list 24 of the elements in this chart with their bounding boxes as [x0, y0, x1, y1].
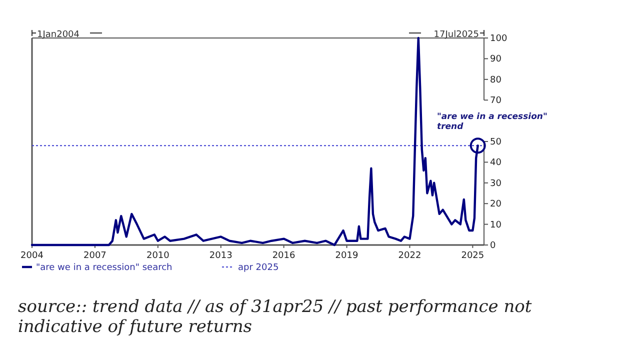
x-tick-label: 2007: [84, 251, 106, 261]
x-tick-label: 2004: [20, 251, 44, 261]
y-tick-label: 50: [490, 138, 502, 148]
x-tick-label: 2016: [272, 251, 296, 261]
y-tick-label: 100: [490, 34, 508, 44]
annotation: 17Jul2025: [434, 30, 479, 40]
annotation: "are we in a recession" trend: [437, 112, 548, 132]
annotation: 1Jan2004: [37, 30, 80, 40]
x-tick-label: 2013: [209, 251, 232, 261]
x-tick-label: 2010: [146, 251, 170, 261]
legend-label: apr 2025: [238, 263, 279, 273]
y-tick-label: 40: [490, 158, 502, 168]
y-tick-label: 20: [490, 200, 502, 210]
source-note: source:: trend data // as of 31apr25 // past performance not indicative of future returns: [18, 297, 532, 337]
y-tick-label: 30: [490, 178, 502, 189]
x-tick-label: 2022: [398, 251, 422, 261]
y-tick-label: 0: [490, 241, 496, 251]
x-tick-label: 2019: [335, 251, 358, 261]
x-tick-label: 2025: [461, 251, 484, 261]
y-tick-label: 70: [490, 96, 502, 106]
y-tick-label: 90: [490, 54, 502, 65]
y-tick-label: 10: [490, 220, 502, 230]
y-tick-label: 80: [490, 75, 502, 86]
legend-label: "are we in a recession" search: [36, 263, 172, 273]
